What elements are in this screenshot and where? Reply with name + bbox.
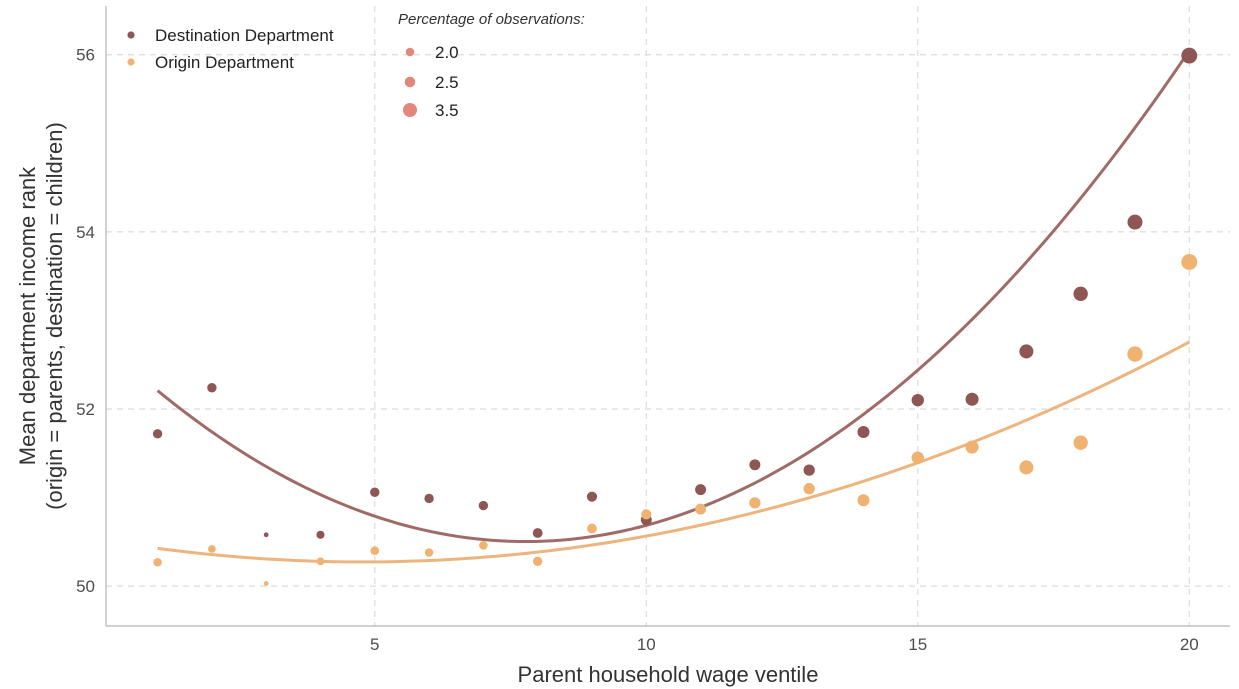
point-destination-12: [749, 459, 761, 471]
y-tick-label-50: 50: [76, 577, 95, 596]
point-origin-7: [479, 541, 488, 550]
point-origin-8: [532, 556, 543, 567]
axis-layer: 5 10 15 20 50 52 54 56: [76, 6, 1230, 654]
y-tick-label-54: 54: [76, 223, 95, 242]
point-destination-20: [1181, 47, 1198, 64]
size-legend-key-2: [404, 76, 416, 88]
point-destination-8: [532, 528, 543, 538]
point-destination-17: [1019, 344, 1034, 359]
point-destination-19: [1127, 214, 1143, 230]
fit-line-destination: [156, 49, 1191, 544]
point-origin-12: [749, 497, 761, 509]
point-origin-6: [424, 548, 434, 557]
point-destination-11: [695, 484, 707, 496]
series-legend: Destination Department Origin Department: [127, 26, 334, 72]
point-destination-4: [316, 530, 325, 539]
y-axis-title: Mean department income rank (origin = pa…: [15, 122, 67, 510]
point-origin-19: [1127, 346, 1143, 362]
x-tick-label-5: 5: [370, 635, 379, 654]
y-axis-title-line-2: (origin = parents, destination = childre…: [42, 122, 67, 510]
point-origin-20: [1181, 254, 1198, 270]
legend-key-origin: [127, 58, 135, 66]
fit-lines: [156, 49, 1191, 564]
point-origin-13: [803, 483, 815, 495]
point-destination-7: [478, 500, 489, 511]
point-destination-13: [803, 464, 815, 476]
y-tick-label-56: 56: [76, 46, 95, 65]
size-legend-key-3: [402, 102, 418, 118]
size-legend-title: Percentage of observations:: [398, 11, 585, 28]
point-origin-18: [1073, 435, 1088, 450]
point-origin-5: [370, 546, 380, 555]
data-points: [152, 47, 1198, 586]
point-destination-15: [911, 393, 924, 407]
point-origin-17: [1019, 460, 1034, 475]
point-origin-2: [208, 545, 216, 553]
x-tick-label-10: 10: [637, 635, 656, 654]
point-origin-14: [857, 494, 870, 507]
point-destination-6: [424, 493, 434, 504]
y-tick-label-52: 52: [76, 400, 95, 419]
point-origin-3: [263, 581, 269, 586]
size-legend: Percentage of observations: 2.0 2.5 3.5: [398, 11, 585, 120]
point-origin-16: [965, 440, 979, 454]
point-origin-1: [153, 557, 162, 567]
point-destination-18: [1073, 286, 1088, 302]
point-origin-10: [641, 509, 652, 520]
point-origin-4: [316, 557, 325, 566]
legend-label-origin: Origin Department: [155, 53, 294, 72]
point-destination-5: [370, 487, 380, 497]
x-tick-label-20: 20: [1180, 635, 1199, 654]
x-axis-title: Parent household wage ventile: [518, 662, 819, 687]
y-axis-title-line-1: Mean department income rank: [15, 166, 40, 465]
point-origin-15: [911, 451, 924, 464]
legend-key-destination: [127, 31, 135, 39]
size-legend-label-1: 2.0: [435, 43, 459, 62]
point-origin-9: [587, 523, 597, 534]
point-destination-1: [152, 429, 163, 439]
size-legend-key-1: [405, 47, 415, 57]
point-destination-14: [857, 426, 870, 439]
x-tick-label-15: 15: [908, 635, 927, 654]
point-origin-11: [695, 503, 707, 515]
size-legend-label-3: 3.5: [435, 101, 459, 120]
fit-line-origin: [157, 340, 1190, 564]
grid-layer: [106, 6, 1230, 626]
legend-label-destination: Destination Department: [155, 26, 334, 45]
point-destination-2: [207, 383, 217, 393]
point-destination-3: [263, 532, 269, 538]
size-legend-label-2: 2.5: [435, 73, 459, 92]
point-destination-16: [965, 392, 979, 406]
point-destination-9: [586, 491, 598, 502]
